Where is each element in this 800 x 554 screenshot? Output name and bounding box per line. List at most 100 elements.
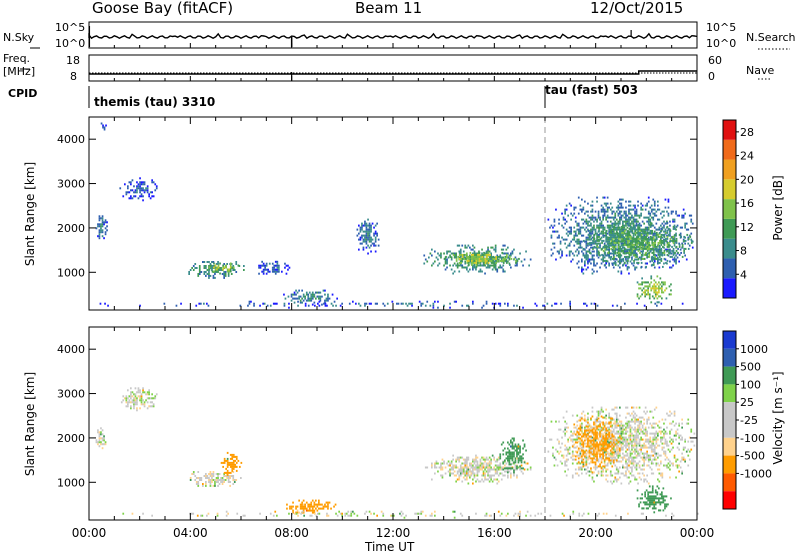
- power-cell: [290, 299, 293, 302]
- vel-cell: [202, 484, 204, 487]
- power-cell: [493, 257, 496, 260]
- vel-cell: [513, 453, 515, 456]
- power-cell: [620, 254, 623, 257]
- vel-cell: [469, 476, 471, 479]
- vel-cell: [318, 499, 320, 502]
- power-cell: [581, 260, 583, 263]
- power-cell: [608, 252, 610, 255]
- power-cell: [576, 248, 579, 251]
- power-cell: [624, 247, 626, 250]
- power-cell: [623, 236, 626, 239]
- power-cell: [613, 255, 616, 258]
- power-cell: [641, 232, 644, 235]
- vel-cell: [232, 467, 235, 470]
- vel-cell: [593, 439, 595, 442]
- vel-cell: [504, 470, 506, 473]
- power-cell: [640, 229, 643, 232]
- power-cell: [467, 304, 470, 307]
- vel-cell: [562, 454, 565, 457]
- power-cell: [579, 208, 582, 211]
- vel-cell: [591, 439, 594, 442]
- power-cell: [638, 228, 641, 231]
- vel-cell: [507, 455, 509, 458]
- vel-cell: [494, 478, 497, 481]
- power-cell: [432, 306, 435, 309]
- vel-cell: [663, 434, 665, 437]
- power-cell: [359, 230, 362, 233]
- power-cell: [620, 214, 623, 217]
- power-cell: [673, 236, 676, 239]
- power-cell: [622, 231, 625, 234]
- power-cell: [478, 251, 481, 254]
- power-cell: [508, 258, 511, 261]
- power-cell: [292, 297, 294, 300]
- vel-cell: [235, 461, 238, 464]
- power-cell: [659, 283, 662, 286]
- power-cell: [617, 270, 620, 273]
- power-cell: [648, 247, 651, 250]
- vel-cell: [579, 427, 582, 430]
- power-cell: [222, 268, 224, 271]
- vel-cell: [606, 462, 609, 465]
- vel-cell: [508, 451, 511, 454]
- vel-cell: [649, 444, 652, 447]
- power-cell: [478, 261, 481, 264]
- power-cell: [663, 249, 666, 252]
- power-cell: [635, 228, 638, 231]
- vel-cell: [652, 458, 655, 461]
- power-cell: [316, 291, 319, 294]
- vel-cell: [653, 452, 656, 455]
- vel-cell: [609, 456, 612, 459]
- power-cell: [602, 214, 604, 217]
- vel-cell: [676, 458, 679, 461]
- vel-cell: [594, 441, 597, 444]
- power-cell: [628, 216, 630, 219]
- vel-cell: [292, 509, 294, 512]
- power-cell: [511, 250, 514, 253]
- vel-cell: [590, 444, 592, 447]
- vel-cell: [517, 451, 520, 454]
- vel-cell: [567, 452, 569, 455]
- vel-cell: [622, 442, 624, 445]
- vel-cell: [590, 439, 592, 442]
- power-cell: [619, 220, 621, 223]
- vel-cell: [634, 412, 636, 415]
- power-cell: [625, 235, 628, 238]
- power-cell: [513, 248, 515, 251]
- vel-cell: [502, 474, 505, 477]
- power-cell: [552, 242, 554, 245]
- vel-cell: [626, 444, 629, 447]
- vel-cell: [571, 434, 574, 437]
- power-cell: [603, 202, 606, 205]
- power-cell: [591, 210, 594, 213]
- vel-cell: [693, 444, 696, 447]
- vel-cell: [638, 452, 641, 455]
- power-cell: [364, 234, 366, 237]
- power-cell: [139, 177, 141, 180]
- power-cell: [691, 222, 694, 225]
- power-cell: [644, 293, 646, 296]
- power-cell: [475, 263, 478, 266]
- power-cell: [619, 233, 622, 236]
- vel-cell: [579, 450, 582, 453]
- vel-cell: [564, 420, 566, 423]
- vel-cell: [620, 420, 623, 423]
- vel-cell: [625, 458, 627, 461]
- vel-cell: [640, 444, 642, 447]
- vel-cell: [587, 416, 589, 419]
- power-cell: [675, 228, 677, 231]
- vel-cell: [222, 461, 224, 464]
- power-cell: [218, 267, 221, 269]
- vel-cell: [632, 474, 635, 477]
- vel-cell: [299, 503, 302, 506]
- vel-cell: [453, 466, 456, 469]
- power-cell: [651, 285, 654, 288]
- power-cell: [444, 268, 447, 271]
- vel-cell: [499, 466, 502, 469]
- power-cell: [590, 224, 592, 227]
- vel-cell: [684, 438, 686, 441]
- vel-cell: [434, 464, 436, 467]
- power-cell: [615, 240, 618, 243]
- power-cell: [125, 191, 128, 194]
- power-cell: [669, 220, 671, 223]
